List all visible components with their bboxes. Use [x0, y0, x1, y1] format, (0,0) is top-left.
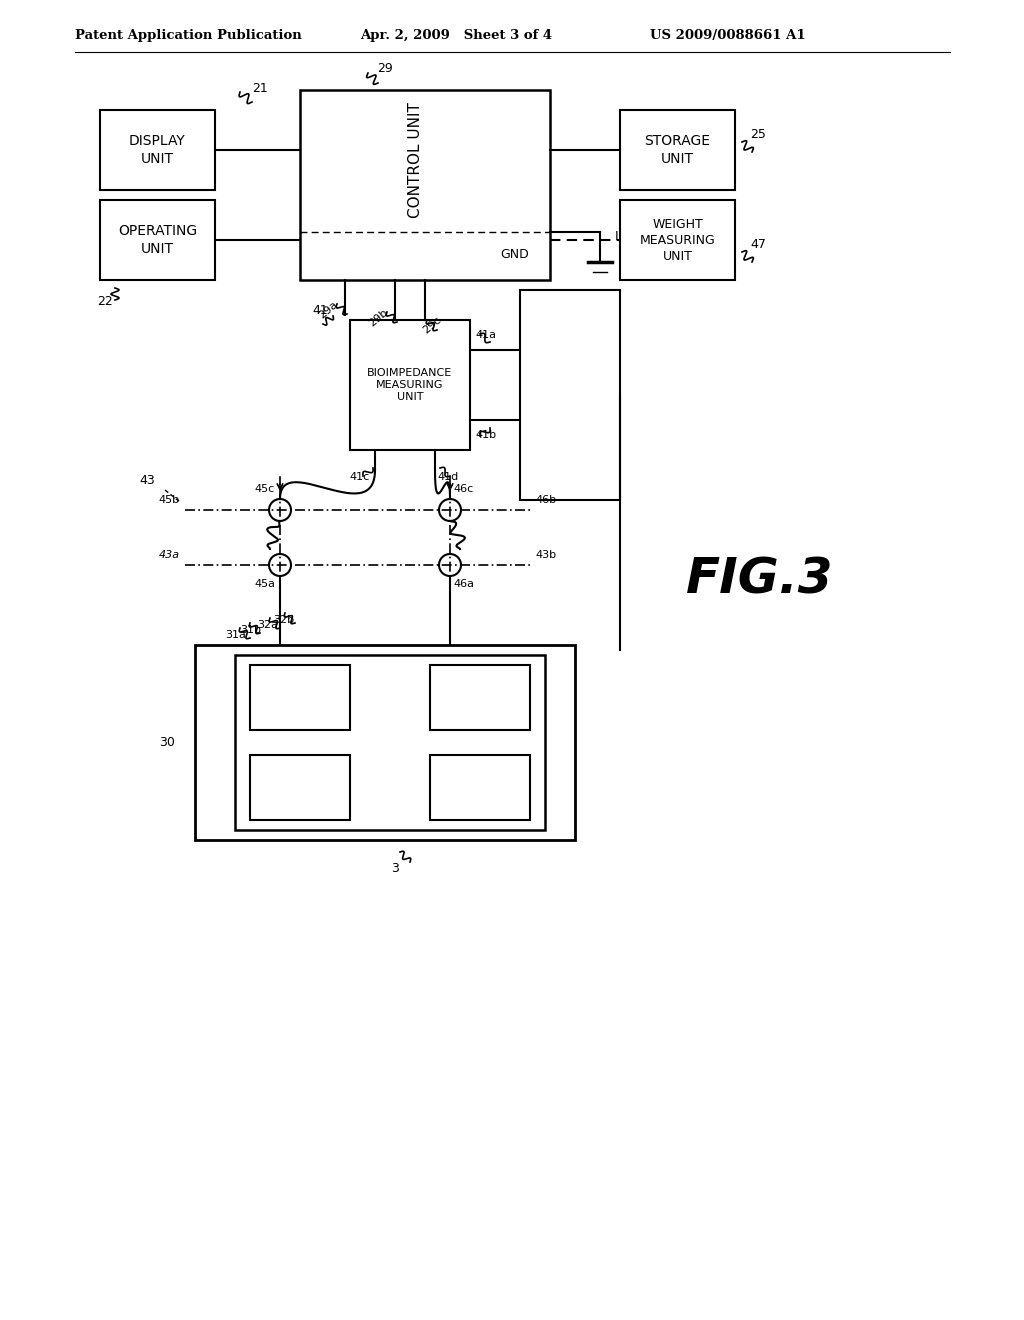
Text: STORAGE
UNIT: STORAGE UNIT — [644, 133, 711, 166]
Text: 29c: 29c — [421, 314, 443, 335]
Bar — [100, 110, 215, 190]
Bar — [250, 755, 350, 820]
Text: CONTROL UNIT: CONTROL UNIT — [408, 102, 423, 218]
Bar — [100, 201, 215, 280]
Text: 43: 43 — [139, 474, 155, 487]
Text: 45c: 45c — [255, 484, 275, 494]
Text: Apr. 2, 2009   Sheet 3 of 4: Apr. 2, 2009 Sheet 3 of 4 — [360, 29, 552, 41]
Text: 43b: 43b — [535, 550, 556, 560]
Text: 29a: 29a — [317, 300, 340, 321]
Text: 47: 47 — [750, 239, 766, 252]
Text: 3: 3 — [391, 862, 399, 875]
Text: FIG.3: FIG.3 — [686, 556, 834, 605]
Text: 22: 22 — [97, 294, 113, 308]
Text: 41d: 41d — [437, 473, 459, 482]
Text: 46b: 46b — [535, 495, 556, 506]
Bar — [300, 90, 550, 280]
Text: 43a: 43a — [159, 550, 180, 560]
Bar — [620, 110, 735, 190]
Text: 25: 25 — [750, 128, 766, 141]
Text: 46a: 46a — [453, 579, 474, 589]
Bar — [350, 319, 470, 450]
Text: 41a: 41a — [475, 330, 496, 341]
Text: 30: 30 — [159, 737, 175, 748]
Bar — [234, 655, 545, 830]
Bar — [195, 645, 575, 840]
Bar — [520, 290, 620, 500]
Text: 32b: 32b — [273, 615, 294, 624]
Text: GND: GND — [501, 248, 529, 261]
Text: BIOIMPEDANCE
MEASURING
UNIT: BIOIMPEDANCE MEASURING UNIT — [368, 367, 453, 403]
Text: 21: 21 — [252, 82, 268, 95]
Text: 31b: 31b — [240, 624, 261, 635]
Text: 32a: 32a — [257, 620, 278, 630]
Text: DISPLAY
UNIT: DISPLAY UNIT — [129, 133, 186, 166]
Text: 41: 41 — [312, 304, 328, 317]
Text: 46c: 46c — [453, 484, 473, 494]
Text: US 2009/0088661 A1: US 2009/0088661 A1 — [650, 29, 806, 41]
Text: OPERATING
UNIT: OPERATING UNIT — [118, 224, 197, 256]
Bar — [430, 755, 530, 820]
Bar — [620, 201, 735, 280]
Text: 45b: 45b — [159, 495, 180, 506]
Text: I·: I· — [615, 231, 623, 243]
Text: 41c: 41c — [350, 473, 370, 482]
Bar — [250, 665, 350, 730]
Text: 29: 29 — [377, 62, 393, 75]
Text: 31a: 31a — [225, 630, 246, 640]
Text: Patent Application Publication: Patent Application Publication — [75, 29, 302, 41]
Text: WEIGHT
MEASURING
UNIT: WEIGHT MEASURING UNIT — [640, 218, 716, 263]
Text: 41b: 41b — [475, 430, 496, 440]
Text: 29b: 29b — [368, 308, 390, 329]
Bar — [430, 665, 530, 730]
Text: 45a: 45a — [254, 579, 275, 589]
